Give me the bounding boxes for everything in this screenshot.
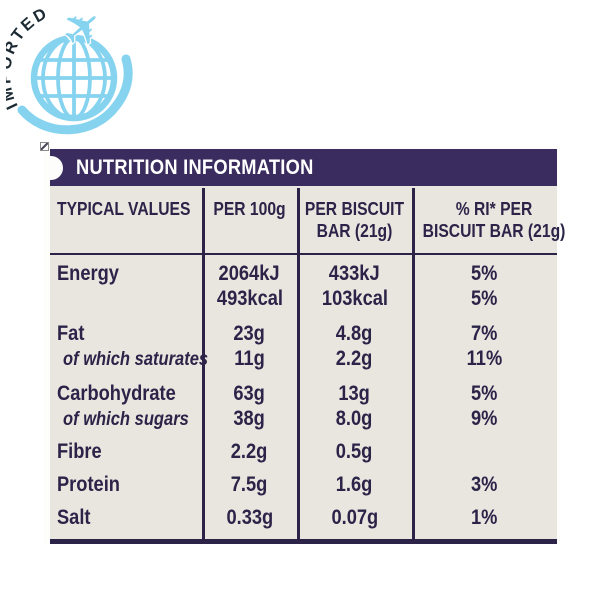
value-ri: 5% [471,287,498,310]
column-header-ri-per-biscuit-bar: % RI* PER BISCUIT BAR (21g) [422,199,566,241]
table-row-carbohydrate: Carbohydrate 63g 13g 5% [50,381,557,406]
value-per-bar: 1.6g [336,473,373,496]
value-per-100g: 11g [234,347,265,370]
row-label: Fibre [57,440,102,463]
table-row-saturates: of which saturates 11g 2.2g 11% [50,346,557,371]
value-ri: 5% [471,382,498,405]
value-per-bar: 0.07g [331,506,378,529]
row-label [50,286,202,311]
row-label: Protein [57,473,120,496]
screenshot-artifact-icon [40,142,49,151]
value-per-bar: 0.5g [336,440,373,463]
value-per-100g: 63g [233,382,266,405]
value-ri [412,439,557,464]
value-ri: 3% [471,473,498,496]
column-header-per-100g: PER 100g [213,199,286,219]
value-per-100g: 2064kJ [219,262,280,285]
imported-stamp: ✈ IMPORTED [6,4,133,135]
value-per-bar: 8.0g [336,407,373,430]
table-row-salt: Salt 0.33g 0.07g 1% [50,505,557,530]
column-divider [297,188,300,539]
table-row-fat: Fat 23g 4.8g 7% [50,321,557,346]
value-per-100g: 38g [233,407,266,430]
value-ri: 5% [471,262,498,285]
column-header-per-biscuit-bar: PER BISCUIT BAR (21g) [304,199,405,241]
value-per-100g: 23g [233,322,266,345]
value-per-100g: 493kcal [216,287,283,310]
column-divider [202,188,205,539]
table-row-energy-kcal: 493kcal 103kcal 5% [50,286,557,311]
column-divider [412,188,415,539]
nutrition-label: NUTRITION INFORMATION TYPICAL VALUES PER… [44,146,565,544]
value-per-bar: 13g [338,382,371,405]
globe-icon [30,34,118,122]
value-per-100g: 0.33g [226,506,273,529]
row-label: of which saturates [63,349,209,370]
value-per-bar: 433kJ [329,262,380,285]
row-label: Fat [57,322,85,345]
nutrition-table: TYPICAL VALUES PER 100g PER BISCUIT BAR … [50,186,565,544]
value-per-bar: 2.2g [336,347,373,370]
value-ri: 11% [466,347,503,370]
table-row-protein: Protein 7.5g 1.6g 3% [50,472,557,497]
value-per-100g: 2.2g [231,440,268,463]
table-row-sugars: of which sugars 38g 8.0g 9% [50,406,557,431]
table-body: Energy 2064kJ 433kJ 5% 493kcal 103kcal 5… [50,255,557,539]
table-row-fibre: Fibre 2.2g 0.5g [50,439,557,464]
table-row-energy: Energy 2064kJ 433kJ 5% [50,261,557,286]
value-ri: 7% [471,322,498,345]
row-label: Energy [57,262,119,285]
nutrition-title: NUTRITION INFORMATION [76,155,314,179]
row-label: of which sugars [63,409,189,430]
column-header-typical-values: TYPICAL VALUES [57,199,191,219]
value-per-bar: 103kcal [321,287,388,310]
row-label: Salt [57,506,91,529]
value-ri: 9% [471,407,498,430]
value-per-100g: 7.5g [231,473,268,496]
value-ri: 1% [471,506,498,529]
value-per-bar: 4.8g [336,322,373,345]
orbit-swoosh-icon [17,54,133,135]
nutrition-label-header: NUTRITION INFORMATION [50,149,557,186]
decorative-notch [50,156,63,180]
row-label: Carbohydrate [57,382,176,405]
table-header-row: TYPICAL VALUES PER 100g PER BISCUIT BAR … [50,186,565,255]
